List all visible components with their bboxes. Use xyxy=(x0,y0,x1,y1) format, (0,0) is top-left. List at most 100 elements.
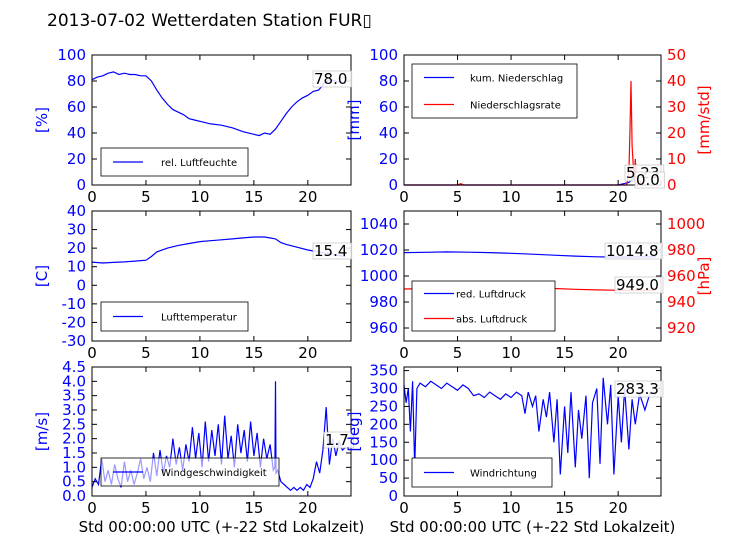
legend-label: Lufttemperatur xyxy=(161,313,238,324)
legend-box xyxy=(411,280,556,332)
current-value-label: 949.0 xyxy=(616,276,659,294)
legend-label: Windrichtung xyxy=(470,469,537,480)
current-value-box xyxy=(323,431,354,449)
current-value-label: 283.3 xyxy=(616,380,659,398)
series-line-1 xyxy=(91,71,346,137)
current-value-label: 0.0 xyxy=(636,171,660,189)
y-tick-label: 100 xyxy=(369,46,398,64)
x-tick-label: 0 xyxy=(87,188,97,206)
current-value-label: 1.7 xyxy=(325,431,349,449)
y-tick-label: 10 xyxy=(67,258,86,276)
x-tick-label: 15 xyxy=(244,188,263,206)
y-tick-label: 20 xyxy=(67,239,86,257)
y2-tick-label: 940 xyxy=(667,293,696,311)
y-tick-label: 1040 xyxy=(360,215,398,233)
current-value-label: 1014.8 xyxy=(606,242,659,260)
plot-frame xyxy=(91,210,352,342)
y-axis-label: [mm] xyxy=(345,100,363,141)
y-tick-label: 3.0 xyxy=(62,401,86,419)
legend: rel. Luftfeuchte xyxy=(100,147,249,177)
y-axis-label: [m/s] xyxy=(33,412,51,451)
y-tick-label: 250 xyxy=(369,397,398,415)
y-tick-label: 0.0 xyxy=(62,487,86,505)
y-tick-label: 60 xyxy=(67,98,86,116)
y-tick-label: 30 xyxy=(67,221,86,239)
x-tick-label: 20 xyxy=(609,499,628,517)
chart-pressure: 0 5 10 15 20 960 980 1000 1020 1040 920 940 960 980 10… xyxy=(360,210,713,362)
y-tick-label: 350 xyxy=(369,362,398,380)
y-tick-label: 1000 xyxy=(360,267,398,285)
plot-frame xyxy=(403,366,662,497)
x-tick-label: 5 xyxy=(141,499,151,517)
y-tick-label: -30 xyxy=(62,332,87,350)
legend-label: kum. Niederschlag xyxy=(470,74,563,85)
series-line-1 xyxy=(91,236,346,264)
x-tick-label: 20 xyxy=(609,344,628,362)
plot-frame xyxy=(91,54,352,186)
y2-tick-label: 20 xyxy=(667,124,686,142)
x-tick-label: 5 xyxy=(453,344,463,362)
y-tick-label: 100 xyxy=(57,46,86,64)
y-tick-label: 200 xyxy=(369,415,398,433)
x-tick-label: 10 xyxy=(502,344,521,362)
chart-precipitation: 0 5 10 15 20 0 20 40 60 80 100 0 10 20 30 40 50 [mm] [mm/s… xyxy=(345,46,713,206)
current-value-box xyxy=(604,242,663,260)
plot-frame xyxy=(91,366,352,497)
y2-tick-label: 40 xyxy=(667,72,686,90)
x-tick-label: 5 xyxy=(453,499,463,517)
x-tick-label: 20 xyxy=(298,188,317,206)
x-tick-label: 15 xyxy=(244,499,263,517)
y-tick-label: 3.5 xyxy=(62,387,86,405)
legend-label: Niederschlagsrate xyxy=(470,101,561,112)
y-tick-label: 40 xyxy=(379,124,398,142)
current-value-box xyxy=(614,380,664,398)
y2-tick-label: 0 xyxy=(667,176,677,194)
figure-title: 2013-07-02 Wetterdaten Station FUR▯ xyxy=(47,11,372,31)
legend-label: red. Luftdruck xyxy=(456,290,526,301)
x-tick-label: 0 xyxy=(87,499,97,517)
y-tick-label: 2.0 xyxy=(62,430,86,448)
y-tick-label: 100 xyxy=(369,451,398,469)
current-value-box xyxy=(312,242,353,260)
y-tick-label: -10 xyxy=(62,295,87,313)
y-tick-label: 20 xyxy=(67,150,86,168)
x-tick-label: 20 xyxy=(609,188,628,206)
legend: Lufttemperatur xyxy=(100,301,249,332)
y-tick-label: 0 xyxy=(388,176,398,194)
y-tick-label: 150 xyxy=(369,433,398,451)
legend-box xyxy=(411,63,578,119)
current-value-box xyxy=(312,70,353,88)
y-tick-label: 20 xyxy=(379,150,398,168)
legend: Windgeschwindigkeit xyxy=(100,457,280,487)
x-tick-label: 10 xyxy=(190,499,209,517)
x-tick-label: 15 xyxy=(244,344,263,362)
x-tick-label: 5 xyxy=(141,344,151,362)
y-tick-label: 0 xyxy=(76,276,86,294)
y-tick-label: 40 xyxy=(67,202,86,220)
y2-axis-label: [mm/std] xyxy=(695,85,713,154)
series-line-1 xyxy=(403,377,656,479)
y-tick-label: 1.0 xyxy=(62,458,86,476)
x-tick-label: 20 xyxy=(298,344,317,362)
y-tick-label: 2.5 xyxy=(62,415,86,433)
y-tick-label: 960 xyxy=(369,319,398,337)
legend-label: Windgeschwindigkeit xyxy=(161,468,267,479)
x-tick-label: 0 xyxy=(399,188,409,206)
current-value-box xyxy=(614,276,664,294)
y-tick-label: -20 xyxy=(62,313,87,331)
legend: Windrichtung xyxy=(411,457,553,488)
x-tick-label: 10 xyxy=(502,188,521,206)
legend: red. Luftdruck abs. Luftdruck xyxy=(411,280,556,332)
x-tick-label: 5 xyxy=(141,188,151,206)
x-tick-label: 20 xyxy=(298,499,317,517)
y2-tick-label: 30 xyxy=(667,98,686,116)
y-tick-label: 50 xyxy=(379,469,398,487)
y2-axis-label: [hPa] xyxy=(695,257,713,296)
legend-label: rel. Luftfeuchte xyxy=(161,158,237,169)
series-group xyxy=(403,377,656,479)
chart-temperature: 0 5 10 15 20-30-20-10010203040[C]Lufttempera… xyxy=(33,202,353,362)
x-tick-label: 10 xyxy=(502,499,521,517)
current-value-box xyxy=(634,171,665,189)
y-tick-label: 1020 xyxy=(360,241,398,259)
